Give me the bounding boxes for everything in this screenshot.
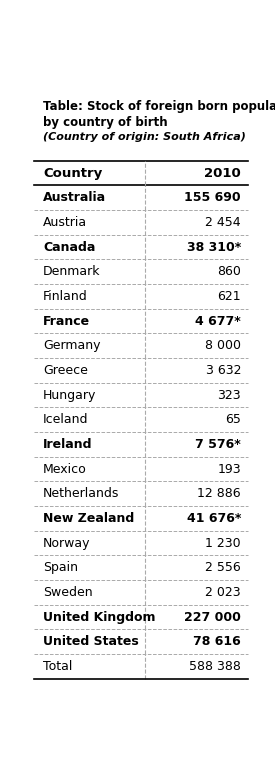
Text: 621: 621 bbox=[218, 290, 241, 303]
Text: Finland: Finland bbox=[43, 290, 88, 303]
Text: United Kingdom: United Kingdom bbox=[43, 611, 155, 624]
Text: Canada: Canada bbox=[43, 241, 95, 254]
Text: Table: Stock of foreign born population by: Table: Stock of foreign born population … bbox=[43, 99, 275, 113]
Text: (Country of origin: South Africa): (Country of origin: South Africa) bbox=[43, 132, 246, 142]
Text: 12 886: 12 886 bbox=[197, 487, 241, 500]
Text: 2010: 2010 bbox=[204, 167, 241, 180]
Text: Iceland: Iceland bbox=[43, 413, 88, 426]
Text: 4 677*: 4 677* bbox=[195, 315, 241, 328]
Text: Norway: Norway bbox=[43, 537, 90, 550]
Text: Australia: Australia bbox=[43, 191, 106, 204]
Text: Total: Total bbox=[43, 660, 72, 673]
Text: 41 676*: 41 676* bbox=[187, 512, 241, 525]
Text: 3 632: 3 632 bbox=[206, 364, 241, 377]
Text: Netherlands: Netherlands bbox=[43, 487, 119, 500]
Text: Austria: Austria bbox=[43, 216, 87, 229]
Text: 1 230: 1 230 bbox=[205, 537, 241, 550]
Text: 860: 860 bbox=[217, 265, 241, 278]
Text: 155 690: 155 690 bbox=[185, 191, 241, 204]
Text: 227 000: 227 000 bbox=[184, 611, 241, 624]
Text: 2 454: 2 454 bbox=[205, 216, 241, 229]
Text: Sweden: Sweden bbox=[43, 586, 92, 599]
Text: 2 023: 2 023 bbox=[205, 586, 241, 599]
Text: 38 310*: 38 310* bbox=[187, 241, 241, 254]
Text: New Zealand: New Zealand bbox=[43, 512, 134, 525]
Text: Country: Country bbox=[43, 167, 102, 180]
Text: Hungary: Hungary bbox=[43, 389, 96, 402]
Text: 2 556: 2 556 bbox=[205, 561, 241, 574]
Text: Ireland: Ireland bbox=[43, 438, 92, 451]
Text: 193: 193 bbox=[218, 463, 241, 476]
Text: Denmark: Denmark bbox=[43, 265, 100, 278]
Text: 65: 65 bbox=[225, 413, 241, 426]
Text: 78 616: 78 616 bbox=[193, 635, 241, 648]
Text: 8 000: 8 000 bbox=[205, 339, 241, 352]
Text: Germany: Germany bbox=[43, 339, 100, 352]
Text: Greece: Greece bbox=[43, 364, 88, 377]
Text: by country of birth: by country of birth bbox=[43, 116, 167, 129]
Text: 7 576*: 7 576* bbox=[195, 438, 241, 451]
Text: France: France bbox=[43, 315, 90, 328]
Text: United States: United States bbox=[43, 635, 139, 648]
Text: 588 388: 588 388 bbox=[189, 660, 241, 673]
Text: 323: 323 bbox=[218, 389, 241, 402]
Text: Spain: Spain bbox=[43, 561, 78, 574]
Text: Mexico: Mexico bbox=[43, 463, 87, 476]
